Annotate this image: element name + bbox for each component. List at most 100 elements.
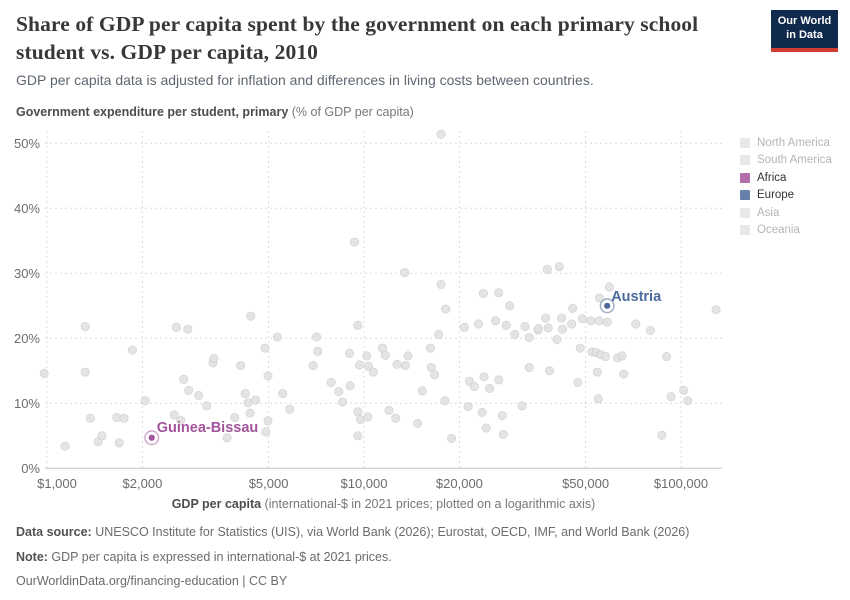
data-point[interactable]	[263, 416, 273, 426]
data-point[interactable]	[430, 370, 440, 380]
data-point[interactable]	[485, 383, 495, 393]
data-point[interactable]	[666, 392, 676, 402]
data-point[interactable]	[278, 389, 288, 399]
data-point[interactable]	[245, 408, 255, 418]
data-point[interactable]	[533, 324, 543, 334]
data-point[interactable]	[222, 433, 232, 443]
data-point[interactable]	[400, 361, 410, 371]
data-point[interactable]	[353, 320, 363, 330]
data-point[interactable]	[661, 351, 671, 361]
data-point[interactable]	[679, 385, 689, 395]
data-point[interactable]	[345, 381, 355, 391]
data-point[interactable]	[353, 431, 363, 441]
data-point[interactable]	[313, 346, 323, 356]
data-point[interactable]	[209, 353, 219, 363]
data-point[interactable]	[600, 351, 610, 361]
data-point[interactable]	[586, 316, 596, 326]
data-point[interactable]	[362, 351, 372, 361]
data-point[interactable]	[469, 381, 479, 391]
data-point[interactable]	[403, 351, 413, 361]
data-point[interactable]	[557, 313, 567, 323]
data-point[interactable]	[459, 322, 469, 332]
data-point[interactable]	[326, 377, 336, 387]
data-point[interactable]	[575, 343, 585, 353]
legend-item-africa[interactable]: Africa	[740, 169, 832, 187]
data-point[interactable]	[594, 316, 604, 326]
data-point[interactable]	[617, 351, 627, 361]
data-point[interactable]	[80, 367, 90, 377]
data-point[interactable]	[39, 368, 49, 378]
data-point[interactable]	[481, 423, 491, 433]
data-point-austria[interactable]	[604, 302, 611, 309]
data-point[interactable]	[463, 402, 473, 412]
data-point[interactable]	[171, 322, 181, 332]
data-point[interactable]	[260, 343, 270, 353]
data-point[interactable]	[140, 396, 150, 406]
data-point[interactable]	[567, 319, 577, 329]
data-point[interactable]	[645, 325, 655, 335]
data-point[interactable]	[497, 411, 507, 421]
data-point[interactable]	[657, 430, 667, 440]
data-point[interactable]	[592, 367, 602, 377]
data-point[interactable]	[541, 313, 551, 323]
data-point[interactable]	[520, 322, 530, 332]
data-point[interactable]	[683, 396, 693, 406]
data-point[interactable]	[380, 350, 390, 360]
data-point[interactable]	[510, 329, 520, 339]
data-point[interactable]	[349, 237, 359, 247]
data-point[interactable]	[517, 401, 527, 411]
data-point[interactable]	[494, 288, 504, 298]
data-point[interactable]	[183, 324, 193, 334]
data-point[interactable]	[447, 433, 457, 443]
data-point[interactable]	[263, 371, 273, 381]
data-point[interactable]	[127, 345, 137, 355]
data-point[interactable]	[169, 410, 179, 420]
data-point[interactable]	[554, 262, 564, 272]
legend-item-oceania[interactable]: Oceania	[740, 222, 832, 240]
data-point[interactable]	[434, 329, 444, 339]
data-point[interactable]	[631, 319, 641, 329]
data-point[interactable]	[524, 333, 534, 343]
data-point[interactable]	[202, 401, 212, 411]
data-point[interactable]	[602, 317, 612, 327]
data-point[interactable]	[711, 305, 721, 315]
data-point[interactable]	[494, 375, 504, 385]
data-point[interactable]	[392, 359, 402, 369]
data-point[interactable]	[354, 360, 364, 370]
data-point[interactable]	[568, 303, 578, 313]
data-point[interactable]	[119, 413, 129, 423]
data-point[interactable]	[413, 418, 423, 428]
data-point[interactable]	[97, 431, 107, 441]
data-point[interactable]	[436, 129, 446, 139]
data-point[interactable]	[417, 386, 427, 396]
data-point[interactable]	[338, 397, 348, 407]
data-point[interactable]	[619, 369, 629, 379]
data-point[interactable]	[384, 405, 394, 415]
data-point[interactable]	[524, 363, 534, 373]
legend-item-asia[interactable]: Asia	[740, 204, 832, 222]
data-point[interactable]	[490, 316, 500, 326]
legend-item-north-america[interactable]: North America	[740, 134, 832, 152]
data-point[interactable]	[334, 387, 344, 397]
data-point[interactable]	[285, 404, 295, 414]
data-point[interactable]	[184, 385, 194, 395]
data-point[interactable]	[400, 268, 410, 278]
data-point[interactable]	[594, 293, 604, 303]
data-point[interactable]	[261, 427, 271, 437]
data-point[interactable]	[353, 407, 363, 417]
data-point[interactable]	[498, 429, 508, 439]
data-point[interactable]	[230, 413, 240, 423]
owid-logo[interactable]: Our World in Data	[771, 10, 838, 52]
data-point[interactable]	[604, 282, 614, 292]
legend-item-europe[interactable]: Europe	[740, 187, 832, 205]
data-point[interactable]	[593, 394, 603, 404]
data-point[interactable]	[272, 332, 282, 342]
data-point[interactable]	[573, 377, 583, 387]
data-point[interactable]	[557, 324, 567, 334]
data-point[interactable]	[505, 301, 515, 311]
data-point[interactable]	[441, 304, 451, 314]
data-point[interactable]	[80, 322, 90, 332]
data-point[interactable]	[479, 372, 489, 382]
data-point[interactable]	[240, 389, 250, 399]
data-point[interactable]	[85, 413, 95, 423]
